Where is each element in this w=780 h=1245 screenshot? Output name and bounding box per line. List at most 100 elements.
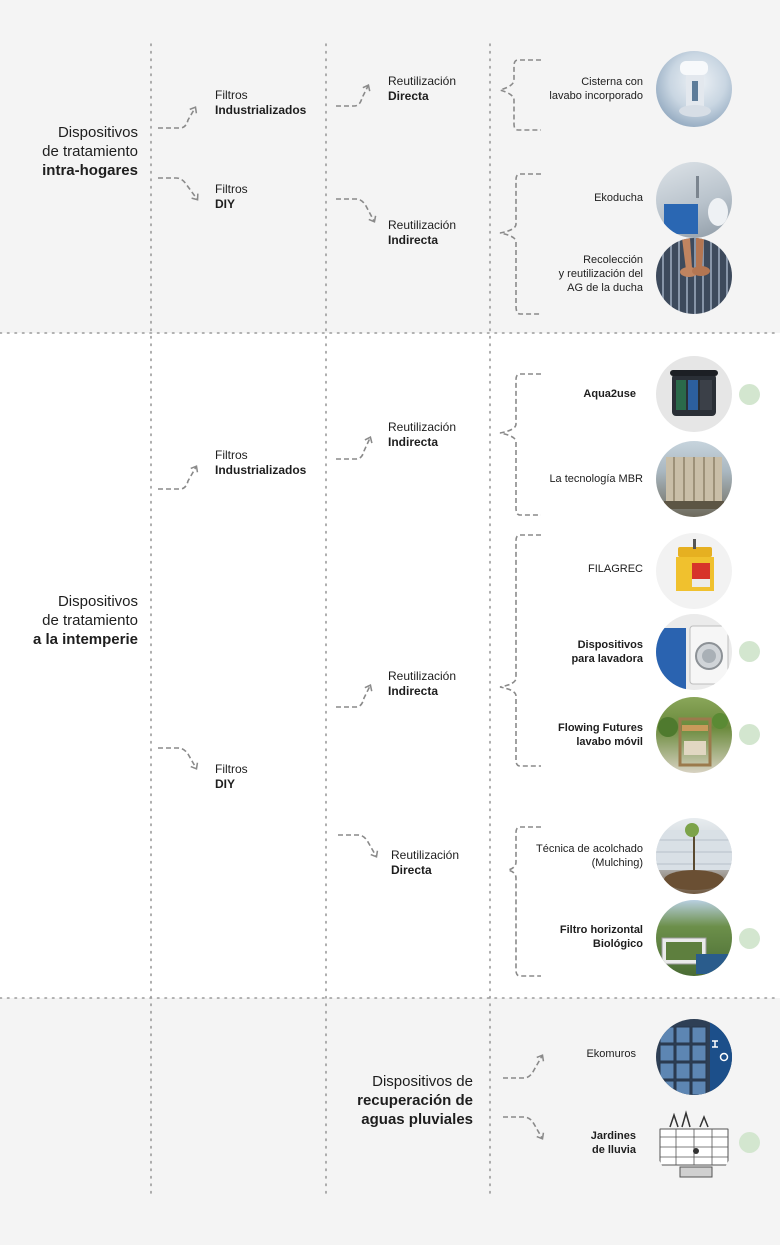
node-filtros-industrializados-2: Filtros Industrializados (215, 448, 306, 478)
node-reutilizacion-directa-1: Reutilización Directa (388, 74, 456, 104)
node-label-bold: DIY (215, 197, 236, 211)
recommended-marker (739, 384, 760, 405)
section-title-bold: a la intemperie (32, 631, 138, 648)
brace-3 (499, 373, 541, 516)
item-mulching: Técnica de acolchado (Mulching) (536, 842, 643, 870)
item-label: Ekoducha (594, 192, 643, 204)
arrow-to-filtros-industrializados-1 (158, 106, 198, 129)
arrow-to-ekomuros (503, 1054, 545, 1079)
recommended-marker (739, 928, 760, 949)
item-mbr: La tecnología MBR (549, 472, 643, 486)
item-flowing-futures: Flowing Futures lavabo móvil (558, 721, 643, 749)
node-label-bold: DIY (215, 777, 236, 791)
item-label: (Mulching) (591, 857, 643, 869)
arrow-to-reutilizacion-directa-1 (336, 84, 371, 107)
item-label: La tecnología MBR (549, 473, 643, 485)
item-label: Recolección (583, 254, 643, 266)
node-reutilizacion-indirecta-1: Reutilización Indirecta (388, 218, 456, 248)
node-label-bold: Indirecta (388, 233, 439, 247)
node-filtros-industrializados-1: Filtros Industrializados (215, 88, 306, 118)
filagrec-photo (656, 533, 732, 609)
item-label: de lluvia (591, 1144, 636, 1156)
section-title-intemperie: Dispositivos de tratamiento a la intempe… (33, 592, 138, 649)
item-label: Ekomuros (586, 1048, 636, 1060)
item-label: Jardines (590, 1130, 636, 1142)
recommended-marker (739, 724, 760, 745)
section-title-pluviales: Dispositivos de recuperación de aguas pl… (357, 1072, 473, 1129)
item-label: AG de la ducha (567, 282, 643, 294)
node-label: Reutilización (391, 848, 460, 862)
item-label: Cisterna con (581, 76, 643, 88)
section-band-pluviales (0, 998, 780, 1245)
ekomuros-photo (656, 1019, 732, 1095)
item-ekoducha: Ekoducha (594, 191, 643, 205)
item-filtro-horizontal: Filtro horizontal Biológico (560, 923, 643, 951)
item-label: Flowing Futures (558, 722, 643, 734)
node-label: Filtros (215, 88, 248, 102)
node-filtros-diy-1: Filtros DIY (215, 182, 248, 212)
node-label: Filtros (215, 448, 248, 462)
arrow-to-reutilizacion-indirecta-1 (336, 198, 377, 223)
recommended-marker (739, 641, 760, 662)
node-label: Reutilización (388, 669, 457, 683)
node-label-bold: Industrializados (215, 103, 307, 117)
section-title-line: Dispositivos de (372, 1073, 473, 1090)
section-title-intra-hogares: Dispositivos de tratamiento intra-hogare… (42, 123, 138, 180)
rain-garden-sketch (656, 1107, 732, 1183)
item-label: para lavadora (571, 653, 643, 665)
shower-feet-photo (656, 238, 732, 314)
arrow-to-filtros-industrializados-2 (158, 465, 199, 490)
node-label-bold: Directa (388, 89, 429, 103)
arrow-to-reutilizacion-directa-2 (338, 834, 379, 858)
section-title-bold: intra-hogares (42, 162, 138, 179)
section-title-bold: recuperación de (357, 1092, 473, 1109)
node-label: Filtros (215, 182, 248, 196)
item-label: Aqua2use (583, 388, 636, 400)
brace-4 (499, 534, 541, 767)
aqua2use-photo (656, 356, 732, 432)
item-recoleccion: Recolección y reutilización del AG de la… (559, 253, 643, 295)
node-label-bold: Directa (391, 863, 432, 877)
brace-5 (507, 826, 541, 977)
item-label: Filtro horizontal (559, 924, 643, 936)
item-cisterna: Cisterna con lavabo incorporado (549, 75, 643, 103)
item-dispositivos-lavadora: Dispositivos para lavadora (571, 638, 643, 666)
mobile-sink-photo (656, 697, 732, 773)
node-label: Reutilización (388, 420, 457, 434)
item-label: Técnica de acolchado (535, 843, 643, 855)
section-title-line: Dispositivos (57, 593, 138, 610)
section-title-bold: aguas pluviales (361, 1111, 473, 1128)
node-label: Reutilización (388, 74, 457, 88)
node-reutilizacion-indirecta-3: Reutilización Indirecta (388, 669, 456, 699)
item-label: y reutilización del (558, 268, 643, 280)
node-label-bold: Indirecta (388, 684, 439, 698)
section-title-line: de tratamiento (42, 143, 138, 160)
node-filtros-diy-2: Filtros DIY (215, 762, 248, 792)
arrow-to-filtros-diy-1 (158, 177, 199, 201)
node-reutilizacion-directa-2: Reutilización Directa (391, 848, 459, 878)
mbr-photo (656, 441, 732, 517)
node-label: Filtros (215, 762, 248, 776)
arrow-to-filtros-diy-2 (158, 747, 199, 770)
section-band-intra-hogares (0, 0, 780, 333)
node-reutilizacion-indirecta-2: Reutilización Indirecta (388, 420, 456, 450)
item-label: FILAGREC (587, 563, 643, 575)
toilet-sink-photo (656, 51, 732, 127)
arrow-to-reutilizacion-indirecta-3 (336, 684, 373, 708)
washing-machine-photo (656, 614, 732, 690)
biofilter-photo (656, 900, 732, 976)
item-aqua2use: Aqua2use (583, 387, 636, 401)
section-title-line: de tratamiento (42, 612, 138, 629)
arrow-to-jardines-de-lluvia (503, 1116, 545, 1140)
section-band-intemperie (0, 333, 780, 998)
item-filagrec: FILAGREC (588, 562, 643, 576)
item-label: lavabo móvil (576, 736, 643, 748)
item-label: lavabo incorporado (549, 90, 643, 102)
mulching-photo (656, 818, 732, 894)
item-label: Biológico (592, 938, 643, 950)
shower-photo (656, 162, 732, 238)
recommended-marker (739, 1132, 760, 1153)
brace-2 (499, 173, 541, 315)
node-label-bold: Indirecta (388, 435, 439, 449)
